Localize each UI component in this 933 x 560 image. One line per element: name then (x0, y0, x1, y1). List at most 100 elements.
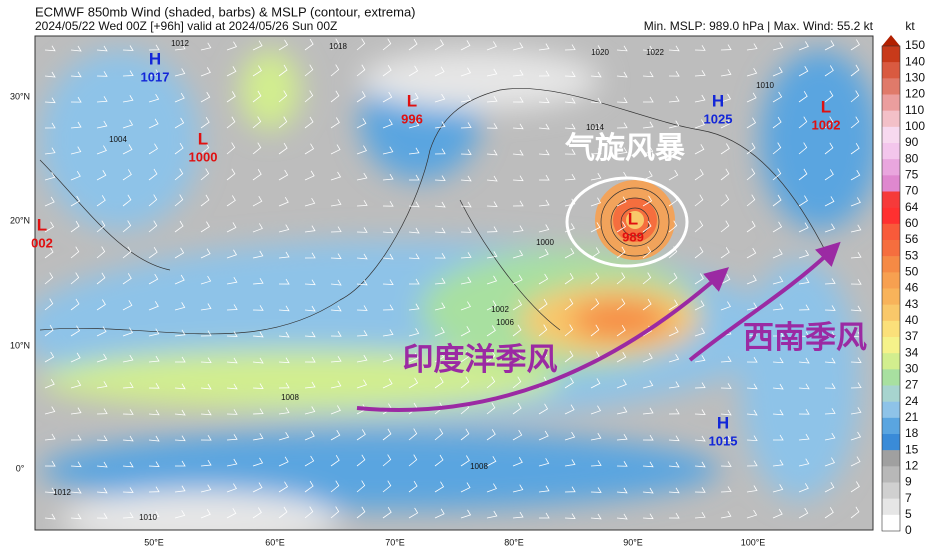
wind-barb (278, 142, 288, 155)
wind-barb (408, 278, 420, 285)
wind-barb (772, 42, 784, 51)
wind-barb (616, 325, 626, 337)
wind-barb (746, 509, 758, 519)
system-pressure: 1025 (704, 111, 733, 126)
wind-barb (538, 70, 550, 77)
wind-barb (382, 253, 394, 260)
wind-barb (96, 170, 107, 181)
wind-barb (382, 38, 392, 51)
annotation-shapes (356, 176, 841, 413)
wind-barb (226, 434, 238, 441)
wind-barb (460, 351, 470, 363)
wind-barb (252, 40, 263, 51)
contour-label: 1008 (281, 393, 299, 402)
wind-barb (356, 253, 368, 260)
wind-barb (434, 481, 445, 493)
wind-barb (44, 196, 55, 207)
wind-barb (460, 509, 472, 519)
lat-label: 10°N (10, 340, 30, 350)
annotation: 西南季风 (743, 320, 867, 355)
wind-barb (70, 325, 81, 337)
wind-barb (772, 66, 783, 77)
wind-barb (538, 199, 550, 207)
wind-barb (694, 246, 704, 259)
colorbar-segment (882, 46, 900, 63)
wind-barb (44, 460, 56, 467)
colorbar-segment (882, 482, 900, 499)
wind-barb (642, 220, 652, 233)
wind-barb (434, 351, 445, 363)
wind-barb (486, 376, 496, 389)
wind-barb (616, 45, 628, 52)
wind-barb (486, 510, 498, 519)
colorbar-segment (882, 223, 900, 241)
wind-barb (226, 331, 238, 337)
wind-barb (304, 506, 314, 519)
wind-barb (824, 408, 836, 415)
wind-barb (850, 169, 861, 181)
colorbar-label: 46 (905, 281, 919, 295)
wind-barb (642, 298, 652, 311)
wind-barb (174, 329, 186, 337)
wind-barb (746, 247, 757, 259)
wind-field (35, 36, 873, 530)
wind-barb (200, 142, 210, 155)
wind-barb (70, 121, 82, 129)
system-pressure: 1000 (189, 149, 218, 164)
wind-barb (382, 91, 393, 103)
wind-barb (252, 408, 264, 415)
wind-barb (694, 119, 705, 129)
wind-barb (590, 123, 602, 129)
wind-barb (252, 65, 262, 77)
wind-barb (798, 383, 810, 390)
wind-barb (850, 224, 862, 233)
wind-barb (590, 148, 602, 155)
wind-barb (382, 353, 394, 363)
wind-barb (122, 169, 132, 181)
wind-barb (356, 64, 366, 77)
wind-barb (694, 355, 706, 363)
colorbar-label: 7 (905, 491, 912, 505)
wind-barb (278, 278, 290, 285)
wind-barb (434, 148, 446, 155)
wind-barb (148, 301, 159, 311)
colorbar-segment (882, 62, 900, 79)
wind-barb (122, 70, 134, 77)
lat-label: 0° (16, 463, 25, 473)
colorbar-segment (882, 417, 900, 435)
wind-barb (850, 197, 861, 207)
wind-barb (772, 409, 784, 416)
wind-barb (538, 512, 550, 519)
contour-label: 1008 (470, 462, 488, 471)
wind-barb (824, 305, 836, 311)
wind-barb (44, 172, 56, 181)
colorbar-cap (882, 35, 900, 46)
wind-barb (226, 409, 238, 415)
wind-barb (616, 379, 627, 389)
wind-barb (460, 326, 471, 337)
wind-barb (200, 330, 212, 337)
wind-barb (330, 226, 342, 233)
wind-barb (694, 327, 706, 337)
wind-barb (564, 377, 574, 389)
system-pressure: 996 (401, 111, 423, 126)
wind-barb (200, 434, 212, 441)
wind-barb (590, 247, 600, 259)
wind-barb (408, 480, 418, 493)
wind-barb (538, 298, 548, 311)
wind-barb (122, 327, 133, 337)
wind-barb (538, 430, 549, 441)
wind-barb (148, 143, 159, 155)
wind-barb (668, 512, 680, 519)
wind-barb (486, 68, 498, 77)
wind-barb (486, 226, 498, 233)
wind-barb (512, 299, 523, 311)
wind-barb (512, 324, 522, 337)
lon-label: 100°E (741, 537, 766, 547)
wind-barb (174, 383, 186, 390)
wind-barb (694, 487, 706, 493)
wind-barb (278, 224, 290, 233)
wind-barb (798, 195, 808, 207)
system-type: L (198, 129, 208, 148)
